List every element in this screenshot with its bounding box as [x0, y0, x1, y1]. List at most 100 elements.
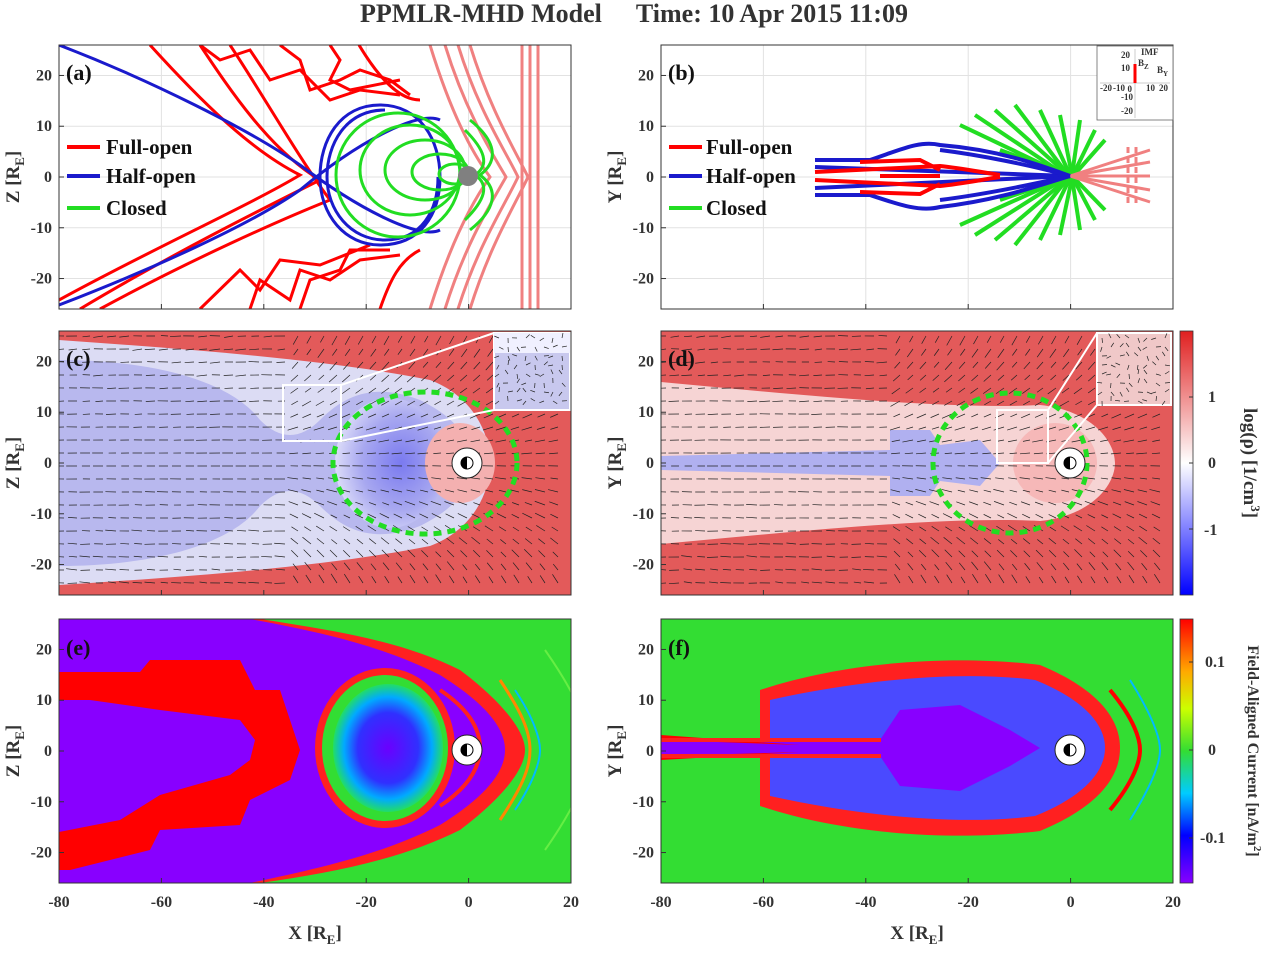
velocity-arrow [879, 374, 888, 377]
velocity-arrow [473, 374, 481, 382]
velocity-arrow [734, 374, 745, 377]
velocity-arrow [1020, 413, 1031, 419]
velocity-arrow [969, 525, 979, 532]
velocity-arrow [661, 569, 667, 571]
x-tick-label: -60 [151, 894, 172, 911]
velocity-arrow [367, 525, 377, 532]
velocity-arrow [496, 364, 500, 370]
velocity-arrow [1137, 369, 1140, 375]
velocity-arrow [457, 489, 468, 493]
velocity-arrow [366, 439, 377, 443]
velocity-arrow [261, 556, 273, 558]
velocity-arrow [457, 501, 468, 506]
velocity-arrow [955, 439, 966, 443]
velocity-arrow [1075, 538, 1083, 545]
velocity-arrow [1153, 526, 1161, 532]
y-tick-label: -10 [31, 220, 52, 237]
velocity-arrow [1127, 538, 1135, 545]
velocity-arrow [1097, 489, 1109, 493]
velocity-arrow [304, 387, 312, 393]
velocity-arrow [930, 536, 940, 545]
velocity-arrow [1045, 477, 1057, 480]
x-tick-label: -40 [855, 894, 876, 911]
velocity-arrow [944, 400, 953, 406]
velocity-arrow [1110, 391, 1115, 397]
velocity-arrow [423, 348, 429, 356]
velocity-arrow [344, 335, 351, 345]
velocity-arrow [357, 335, 364, 345]
velocity-arrow [772, 348, 784, 351]
velocity-arrow [1123, 439, 1135, 443]
velocity-arrow [185, 348, 195, 351]
velocity-arrow [1009, 400, 1018, 406]
velocity-arrow [382, 502, 390, 506]
velocity-arrow [1113, 526, 1122, 532]
velocity-arrow [358, 348, 364, 356]
velocity-arrow [549, 452, 559, 455]
velocity-arrow [496, 513, 507, 519]
velocity-arrow [552, 563, 559, 571]
zoom-line-d [1047, 332, 1098, 411]
velocity-arrow [318, 361, 325, 369]
velocity-arrow [524, 439, 533, 442]
velocity-arrow [485, 361, 494, 371]
velocity-arrow [356, 562, 364, 571]
velocity-arrow [1047, 387, 1057, 395]
velocity-arrow [301, 513, 312, 519]
velocity-arrow [915, 489, 927, 493]
zoom-line [340, 409, 495, 442]
velocity-arrow [539, 373, 545, 377]
velocity-arrow [507, 355, 511, 361]
velocity-arrow [904, 452, 914, 455]
velocity-arrow [1048, 549, 1057, 558]
velocity-arrow [1126, 387, 1130, 393]
velocity-arrow [1077, 348, 1083, 356]
velocity-arrow [358, 575, 364, 584]
velocity-arrow [999, 335, 1005, 343]
velocity-arrow [941, 413, 953, 419]
velocity-arrow [456, 477, 468, 480]
velocity-arrow [534, 346, 538, 352]
velocity-arrow [1139, 426, 1148, 430]
velocity-arrow [391, 452, 403, 455]
velocity-arrow [315, 452, 325, 455]
velocity-arrow [1143, 369, 1148, 375]
velocity-arrow [1063, 562, 1070, 571]
velocity-arrow [329, 400, 338, 406]
velocity-arrow [552, 574, 559, 584]
y-tick-label: 10 [638, 118, 654, 135]
velocity-arrow [747, 400, 758, 403]
velocity-arrow [1115, 362, 1121, 366]
velocity-arrow [969, 537, 979, 545]
velocity-arrow [331, 563, 338, 571]
velocity-arrow [919, 526, 927, 532]
velocity-arrow [892, 526, 901, 532]
velocity-arrow [551, 526, 559, 532]
velocity-arrow [516, 378, 520, 384]
velocity-arrow [1137, 346, 1142, 352]
velocity-arrow [995, 387, 1005, 395]
velocity-arrow [423, 576, 429, 584]
velocity-arrow [498, 386, 500, 393]
velocity-arrow [169, 335, 182, 337]
velocity-arrow [1155, 395, 1157, 402]
velocity-arrow [929, 501, 940, 506]
fac-colorbar [1179, 618, 1194, 884]
velocity-arrow [302, 501, 312, 506]
fac-colorbar-label: Field-Aligned Current [nA/m2] [1244, 645, 1263, 856]
velocity-arrow [79, 581, 91, 584]
velocity-arrow [368, 413, 377, 418]
velocity-arrow [1126, 514, 1135, 519]
velocity-arrow [510, 426, 520, 430]
velocity-arrow [120, 543, 130, 545]
velocity-arrow [1161, 351, 1166, 357]
velocity-arrow [318, 374, 325, 381]
velocity-arrow [746, 555, 758, 558]
y-tick-label: 20 [638, 67, 654, 84]
velocity-arrow [944, 549, 953, 558]
velocity-arrow [495, 439, 507, 443]
velocity-arrow [1089, 348, 1096, 356]
velocity-arrow [522, 400, 527, 406]
velocity-arrow [1116, 373, 1121, 379]
panel-b-legend: Full-open Half-open Closed [669, 135, 796, 220]
